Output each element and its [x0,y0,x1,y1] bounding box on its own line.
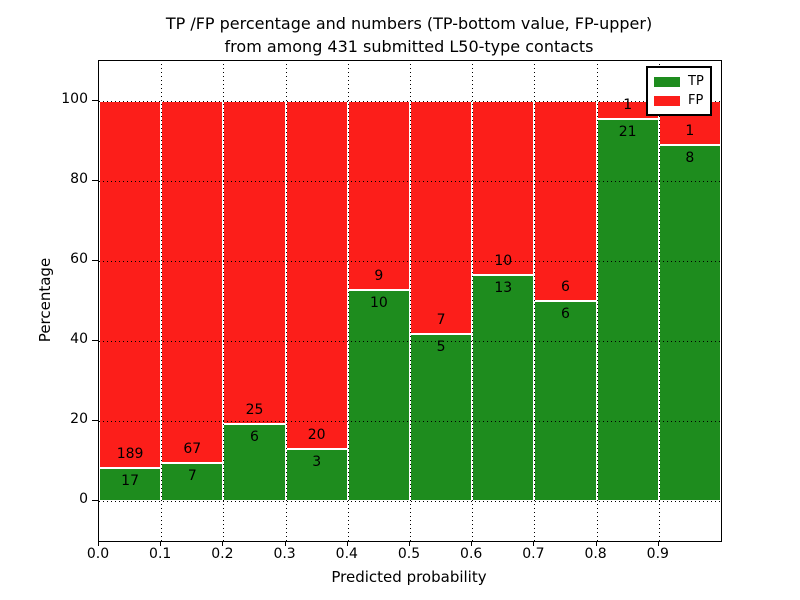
x-tick-mark [657,541,659,546]
legend-label-tp: TP [688,74,704,89]
legend-entry-tp: TP [654,72,704,91]
chart-title-line1: TP /FP percentage and numbers (TP-bottom… [165,14,653,33]
bar-count-label-tp: 10 [369,295,388,312]
bar-count-label-tp: 6 [561,306,570,322]
y-tick-label: 20 [70,411,88,427]
gridline-vertical [410,61,411,541]
bar-count-label-fp: 20 [307,426,326,443]
bar-count-label-tp: 5 [436,339,446,356]
x-tick-label: 0.6 [460,546,483,562]
bar-count-label-fp: 7 [436,312,446,329]
x-tick-mark [346,541,348,546]
tp-swatch-icon [654,76,680,87]
y-axis-label: Percentage [36,257,54,343]
x-tick-mark [409,541,410,546]
gridline-vertical [223,61,225,541]
y-tick-label: 40 [70,331,88,347]
bar-fp-segment [410,101,473,335]
bar-count-label-fp: 67 [183,441,202,458]
x-tick-label: 0.7 [522,546,545,562]
bar-fp-segment [223,101,286,424]
gridline-vertical [534,61,536,541]
legend-entry-fp: FP [654,91,704,110]
x-tick-label: 0.8 [584,546,607,562]
x-tick-label: 0.1 [149,546,172,562]
bar-count-label-fp: 1 [685,123,695,140]
gridline-vertical [472,61,474,541]
y-tick-mark [92,420,98,421]
bar-fp-segment [285,101,348,449]
gridline-vertical [347,61,349,541]
bar-tp-segment [347,290,410,501]
bar-fp-segment [161,101,224,464]
y-tick-mark [92,260,98,261]
bar-count-label-fp: 10 [494,252,513,269]
bar-count-label-tp: 7 [187,468,197,485]
y-tick-label: 0 [79,491,88,507]
x-tick-mark [533,541,535,546]
bar-tp-segment [285,448,348,501]
x-tick-label: 0.3 [273,546,296,562]
y-tick-mark [92,100,98,101]
x-tick-label: 0.2 [211,546,234,562]
bar-count-label-tp: 13 [494,279,513,296]
y-tick-label: 60 [70,251,88,267]
bar-tp-segment [410,334,473,501]
gridline-vertical [658,61,660,541]
x-tick-mark [98,541,99,546]
y-tick-mark [92,180,98,181]
bar-fp-segment [534,101,597,301]
y-tick-mark [92,500,98,501]
bar-tp-segment [596,119,659,501]
x-tick-label: 0.4 [335,546,358,562]
bar-count-label-fp: 25 [245,401,264,418]
x-tick-mark [595,541,597,546]
y-tick-label: 80 [70,171,88,187]
bar-tp-segment [472,274,535,501]
plot-area: 189 17 67 7 25 6 20 3 9 10 7 5 10 13 6 6 1 21 1 8 [98,60,722,542]
bar-fp-segment [99,101,162,468]
gridline-vertical [285,61,287,541]
bar-count-label-fp: 9 [374,268,384,285]
y-tick-mark [92,340,98,341]
y-tick-label: 100 [61,91,88,107]
x-tick-mark [160,541,162,546]
bar-tp-segment [534,301,597,501]
bar-tp-segment [658,145,721,501]
x-tick-mark [284,541,286,546]
bar-tp-segment [161,463,224,501]
bar-count-label-tp: 6 [250,428,259,445]
bar-count-label-fp: 1 [623,97,633,114]
bar-count-label-tp: 17 [121,472,139,489]
x-tick-label: 0.9 [646,546,669,562]
gridline-vertical [161,61,163,541]
legend-label-fp: FP [688,93,704,108]
x-tick-mark [471,541,473,546]
gridline-vertical [596,61,598,541]
bar-count-label-fp: 6 [561,279,570,295]
bar-fp-segment [472,101,535,275]
legend: TP FP [646,66,712,116]
x-tick-mark [222,541,224,546]
chart-title-line2: from among 431 submitted L50-type contac… [224,37,594,56]
bar-fp-segment [347,101,410,291]
fp-swatch-icon [654,95,680,106]
bar-count-label-tp: 8 [685,150,695,167]
bar-count-label-tp: 3 [312,453,322,470]
bar-count-label-fp: 189 [116,445,144,462]
x-axis-label: Predicted probability [331,568,487,586]
bar-tp-segment [99,467,162,501]
bar-count-label-tp: 21 [618,124,637,141]
x-tick-label: 0.0 [86,546,110,562]
x-tick-label: 0.5 [397,546,421,562]
